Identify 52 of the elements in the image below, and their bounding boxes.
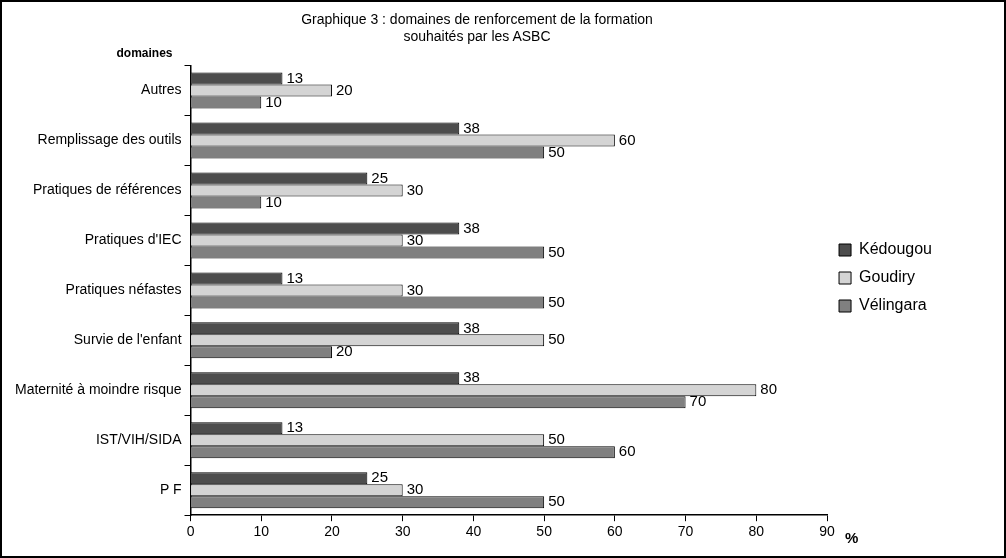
x-tick-label: 10	[253, 523, 270, 540]
y-tick-label: Survie de l'enfant	[73, 331, 182, 348]
data-label: 25	[371, 468, 389, 486]
data-label: 50	[548, 142, 565, 160]
x-tick-label: 40	[465, 523, 482, 540]
x-tick-label: 80	[748, 523, 765, 540]
data-label: 25	[371, 168, 389, 186]
x-tick-label: 70	[677, 523, 694, 540]
data-label: 30	[406, 180, 424, 198]
y-tick-label: Autres	[141, 81, 182, 98]
y-tick-label: Pratiques d'IEC	[84, 231, 182, 248]
x-tick-label: 50	[536, 523, 553, 540]
data-label: 60	[618, 130, 636, 148]
data-label: 50	[548, 492, 565, 510]
y-tick-label: Maternité à moindre risque	[14, 381, 182, 398]
legend-label: Goudiry	[859, 268, 916, 286]
data-label: 10	[265, 92, 282, 110]
data-label: 70	[689, 392, 707, 410]
data-label: 10	[265, 192, 282, 210]
data-label: 38	[463, 218, 480, 236]
data-label: 80	[760, 380, 777, 398]
data-label: 30	[406, 230, 424, 248]
data-label: 50	[548, 330, 565, 348]
data-label: 50	[548, 292, 565, 310]
data-label: 50	[548, 430, 565, 448]
x-tick-label: 60	[607, 523, 623, 540]
data-label: 38	[463, 118, 480, 136]
chart-title: Graphique 3 : domaines de renforcement de la formation souhaités par les ASBC	[301, 11, 653, 45]
data-label: 30	[406, 480, 424, 498]
y-axis-title: domaines	[116, 45, 173, 60]
y-tick-label: Remplissage des outils	[37, 131, 182, 148]
x-tick-label: 20	[324, 523, 340, 540]
x-tick-label: 30	[394, 523, 411, 540]
data-label: 13	[286, 418, 304, 436]
data-label: 30	[406, 280, 424, 298]
y-tick-label: IST/VIH/SIDA	[95, 431, 183, 448]
x-tick-label: 0	[186, 523, 195, 540]
data-label: 50	[548, 242, 565, 260]
x-axis-title: %	[845, 528, 859, 546]
y-tick-label: Pratiques de références	[32, 181, 182, 198]
legend-label: Vélingara	[859, 296, 927, 314]
data-label: 38	[463, 318, 480, 336]
data-label: 20	[335, 342, 353, 360]
y-tick-label: Pratiques néfastes	[65, 281, 182, 298]
data-label: 60	[618, 442, 636, 460]
y-tick-label: P F	[159, 481, 182, 498]
data-label: 13	[286, 268, 304, 286]
x-tick-label: 90	[819, 523, 836, 540]
data-label: 13	[286, 68, 304, 86]
data-label: 38	[463, 368, 480, 386]
legend-label: Kédougou	[859, 240, 933, 258]
data-label: 20	[335, 80, 353, 98]
